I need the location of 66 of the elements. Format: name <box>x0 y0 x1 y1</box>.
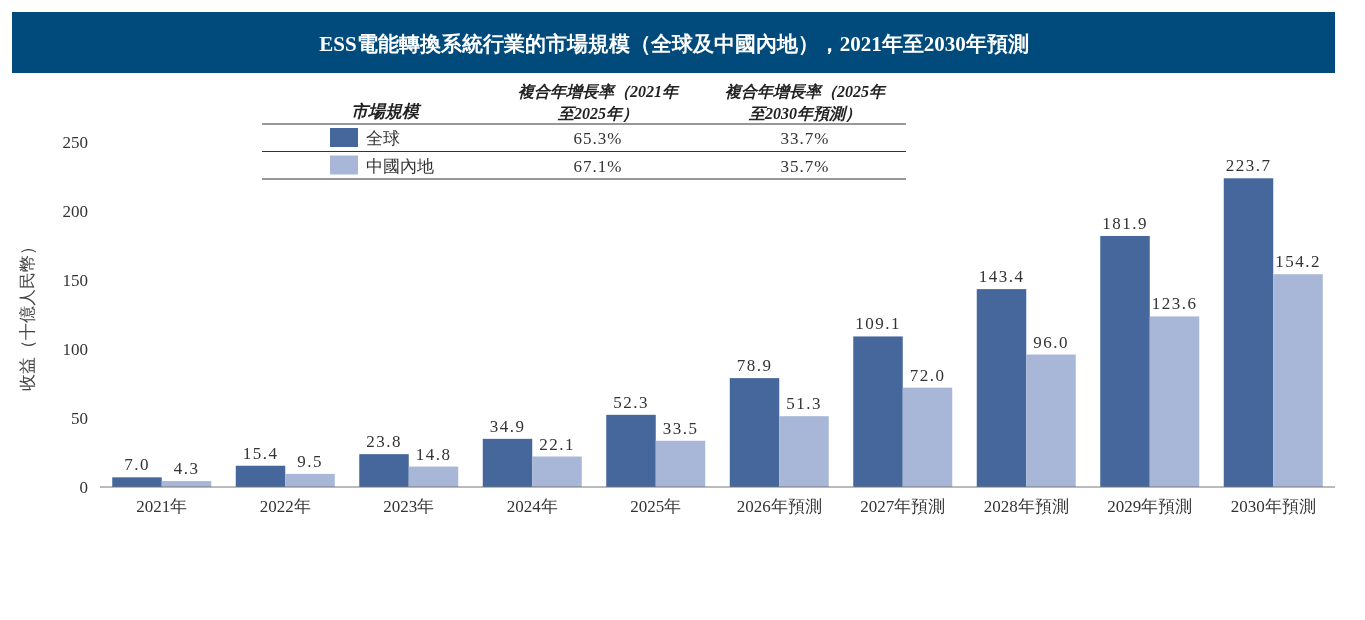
text: 複合年增長率（2021年至2025年） <box>518 82 680 123</box>
bar <box>408 466 459 487</box>
x-tick-label: 2025年 <box>630 497 682 516</box>
data-label: 78.9 <box>736 356 773 376</box>
bar <box>779 416 829 487</box>
x-tick-label: 2029年預測 <box>1107 497 1193 516</box>
x-tick-label: 2024年 <box>506 497 558 516</box>
bar <box>655 440 706 487</box>
x-tick-label: 2030年預測 <box>1230 497 1316 516</box>
y-tick-label: 200 <box>62 202 88 221</box>
y-tick-label: 100 <box>62 340 88 359</box>
data-label: 223.7 <box>1225 156 1272 176</box>
data-label: 109.1 <box>855 314 901 334</box>
data-label: 154.2 <box>1275 252 1321 272</box>
y-axis-title: 收益（十億人民幣） <box>18 238 37 391</box>
bar <box>1100 235 1150 487</box>
bar <box>606 414 656 487</box>
data-label: 51.3 <box>786 394 822 414</box>
data-label: 143.4 <box>978 267 1025 287</box>
bar <box>1273 274 1323 487</box>
chart-title: ESS電能轉換系統行業的市場規模（全球及中國內地），2021年至2030年預測 <box>319 32 1029 56</box>
bar <box>1149 316 1200 487</box>
data-label: 7.0 <box>124 455 150 475</box>
y-tick-label: 250 <box>62 133 88 152</box>
bar <box>482 438 533 487</box>
legend-label: 全球 <box>366 129 400 148</box>
annotation: 65.3% <box>573 129 623 148</box>
y-tick-label: 0 <box>79 478 88 497</box>
annotation: 67.1% <box>573 156 623 176</box>
y-tick-label: 150 <box>62 271 88 290</box>
data-label: 4.3 <box>173 459 200 479</box>
x-tick-label: 2022年 <box>259 497 311 516</box>
bar <box>1223 178 1274 487</box>
data-label: 96.0 <box>1033 332 1069 352</box>
bar <box>1026 354 1076 487</box>
x-tick-label: 2021年 <box>136 497 188 516</box>
bar <box>729 378 780 487</box>
bar <box>902 387 953 487</box>
legend-label: 中國內地 <box>366 156 434 176</box>
data-label: 52.3 <box>613 392 649 412</box>
data-label: 9.5 <box>297 451 323 471</box>
bar <box>112 477 162 487</box>
annotation: 35.7% <box>780 156 830 176</box>
bar <box>976 289 1027 487</box>
x-tick-label: 2023年 <box>383 497 435 516</box>
bar <box>285 473 335 487</box>
data-label: 23.8 <box>366 432 402 452</box>
bar <box>359 454 409 487</box>
data-label: 22.1 <box>539 434 575 454</box>
data-label: 14.8 <box>415 444 452 464</box>
x-tick-label: 2027年預測 <box>860 497 946 516</box>
data-label: 33.5 <box>662 418 699 438</box>
data-label: 123.6 <box>1151 294 1198 314</box>
bar <box>235 465 286 487</box>
y-tick-label: 50 <box>71 409 88 428</box>
x-tick-label: 2026年預測 <box>736 497 822 516</box>
text: 複合年增長率（2025年至2030年預測） <box>725 82 887 123</box>
data-label: 34.9 <box>489 416 526 436</box>
data-label: 15.4 <box>242 443 279 463</box>
bar <box>532 456 582 487</box>
data-label: 72.0 <box>909 365 946 385</box>
legend-title: 市場規模 <box>351 102 422 121</box>
data-label: 181.9 <box>1102 213 1148 233</box>
bar <box>853 336 903 487</box>
x-tick-label: 2028年預測 <box>983 497 1069 516</box>
annotation: 33.7% <box>780 129 830 148</box>
